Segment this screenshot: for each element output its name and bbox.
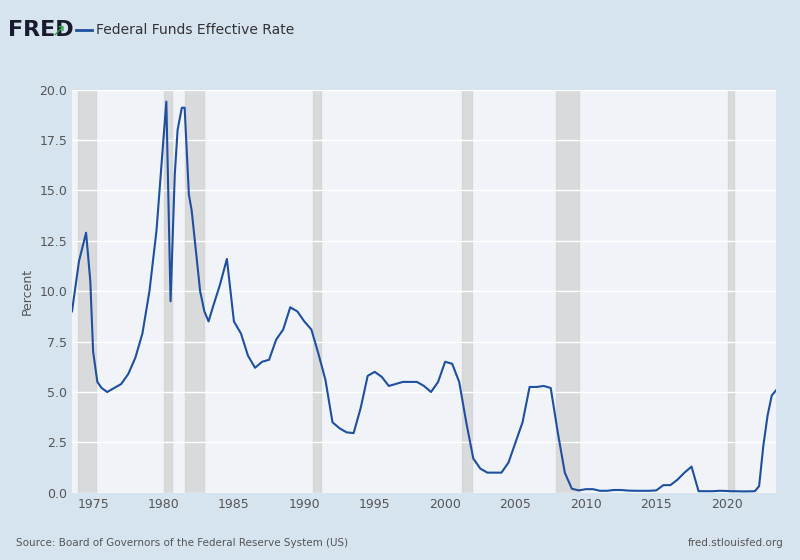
Bar <box>556 90 579 493</box>
Y-axis label: Percent: Percent <box>21 268 34 315</box>
Bar <box>78 90 96 493</box>
Bar <box>313 90 322 493</box>
Bar <box>728 90 734 493</box>
Bar <box>462 90 472 493</box>
Text: FRED: FRED <box>8 20 74 40</box>
Text: Federal Funds Effective Rate: Federal Funds Effective Rate <box>96 24 294 37</box>
Bar <box>185 90 204 493</box>
Text: ↗: ↗ <box>52 21 66 39</box>
Bar <box>163 90 172 493</box>
Text: fred.stlouisfed.org: fred.stlouisfed.org <box>688 538 784 548</box>
Text: Source: Board of Governors of the Federal Reserve System (US): Source: Board of Governors of the Federa… <box>16 538 348 548</box>
